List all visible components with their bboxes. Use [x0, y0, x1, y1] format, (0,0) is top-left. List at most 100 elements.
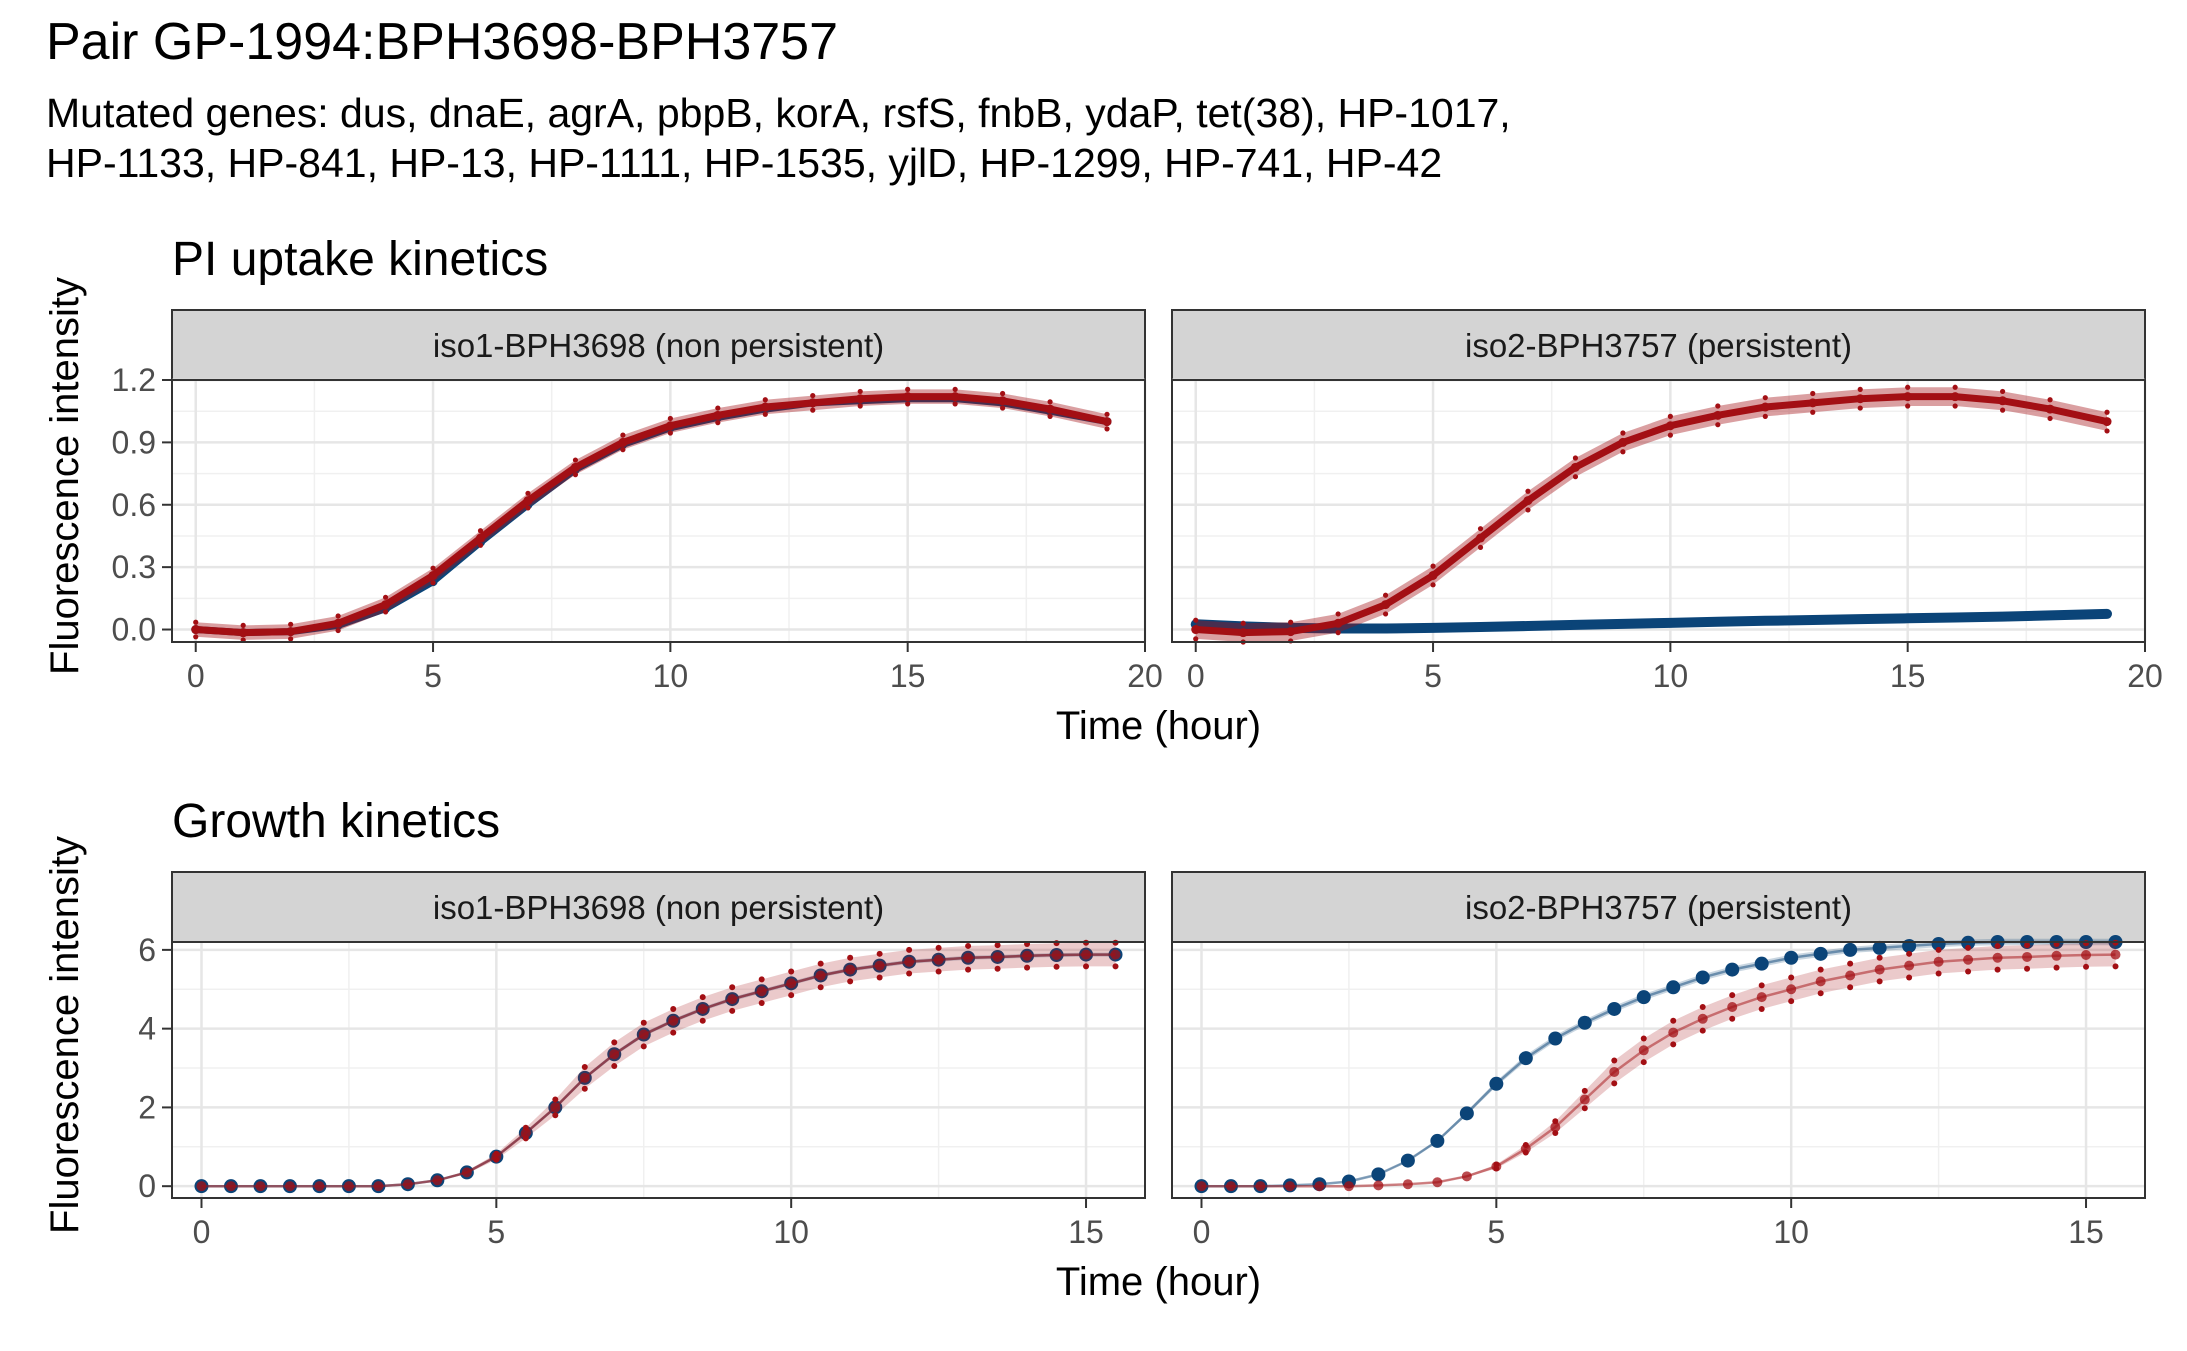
mean-point: [196, 1181, 207, 1192]
replicate-point: [729, 1007, 736, 1014]
mean-point: [1931, 936, 1946, 951]
replicate-point: [906, 970, 913, 977]
band-edge-point: [857, 388, 863, 395]
x-tick-label: 10: [1653, 658, 1689, 694]
mean-point: [2022, 951, 2033, 962]
band-edge-point: [1952, 384, 1958, 390]
band-edge-point: [762, 411, 768, 417]
y-axis-label: Fluorescence intensity: [43, 836, 87, 1234]
plot-background: [1172, 380, 2145, 642]
mean-point: [1609, 1066, 1620, 1077]
mean-point: [1756, 992, 1767, 1003]
replicate-point: [1024, 964, 1031, 971]
data-point: [1950, 612, 1960, 622]
mean-point: [786, 978, 797, 989]
data-point: [1476, 533, 1486, 543]
replicate-point: [670, 1005, 677, 1012]
replicate-point: [1817, 966, 1824, 973]
mean-point: [1110, 949, 1121, 960]
band-edge-point: [1288, 619, 1294, 625]
replicate-point: [1699, 1003, 1706, 1010]
mean-point: [933, 954, 944, 965]
mean-point: [1373, 1180, 1384, 1191]
band-edge-point: [952, 386, 958, 392]
mean-point: [1786, 984, 1797, 995]
data-point: [476, 533, 486, 543]
band-edge-point: [1762, 413, 1768, 419]
band-edge-point: [1193, 617, 1199, 623]
band-edge-point: [1104, 426, 1110, 432]
band-edge-point: [620, 432, 626, 438]
panel-1: iso1-BPH3698 (non persistent) 0 5 10 15 0 2 4 6: [138, 871, 1146, 1250]
panel-2: iso2-BPH3757 (persistent) 0 5 10 15 20: [1171, 309, 2163, 694]
facet-strip-label: iso2-BPH3757 (persistent): [1465, 327, 1852, 364]
mean-point: [1872, 940, 1887, 955]
x-tick-label: 20: [1127, 658, 1163, 694]
y-tick-label: 0.6: [112, 487, 156, 523]
replicate-point: [2024, 942, 2031, 949]
data-point: [1903, 613, 1913, 623]
mean-point: [815, 970, 826, 981]
band-edge-point: [1335, 630, 1341, 636]
replicate-point: [1847, 960, 1854, 967]
band-edge-point: [572, 457, 579, 463]
band-edge-point: [193, 619, 199, 625]
x-tick-label: 0: [187, 658, 205, 694]
replicate-point: [994, 965, 1001, 972]
replicate-point: [699, 1017, 706, 1024]
replicate-point: [1581, 1087, 1588, 1094]
band-edge-point: [1667, 413, 1673, 419]
series-line: [192, 393, 1111, 637]
replicate-point: [847, 978, 854, 985]
mean-point: [697, 1003, 708, 1014]
band-edge-point: [1047, 413, 1053, 419]
y-tick-label: 1.2: [112, 362, 156, 398]
data-point: [191, 625, 201, 635]
mean-point: [1843, 942, 1858, 957]
band-edge-point: [1104, 411, 1110, 417]
data-point: [1381, 600, 1391, 610]
mean-point: [1577, 1015, 1592, 1030]
series-blue: [1190, 608, 2112, 634]
mean-point: [520, 1128, 531, 1139]
series-red: [191, 386, 1112, 643]
x-tick-label: 10: [653, 658, 689, 694]
mean-point: [845, 964, 856, 975]
band-edge-point: [382, 609, 389, 615]
band-edge-point: [1525, 507, 1531, 513]
band-edge-point: [2104, 428, 2110, 434]
mean-point: [727, 994, 738, 1005]
band-edge-point: [715, 420, 721, 426]
data-point: [1618, 619, 1628, 629]
mean-point: [461, 1167, 472, 1178]
replicate-point: [788, 968, 795, 975]
band-edge-point: [1810, 390, 1816, 397]
band-edge-point: [1905, 384, 1911, 390]
mean-point: [579, 1072, 590, 1083]
plot-background: [172, 380, 1145, 642]
series-band: [1201, 942, 2116, 1187]
band-edge-point: [1762, 395, 1768, 401]
x-tick-label: 15: [1890, 658, 1926, 694]
mean-point: [1196, 1181, 1207, 1192]
band-edge-point: [1047, 399, 1053, 405]
data-point: [855, 394, 865, 404]
mean-point: [1400, 1153, 1415, 1168]
band-edge-point: [905, 401, 911, 407]
band-edge-point: [1620, 449, 1626, 455]
band-edge-point: [2047, 397, 2053, 403]
band-edge-point: [1193, 636, 1199, 642]
band-edge-point: [335, 613, 341, 619]
mean-point: [373, 1181, 384, 1192]
mean-point: [1992, 952, 2003, 963]
data-point: [808, 398, 818, 408]
mean-point: [1371, 1167, 1386, 1182]
band-edge-point: [430, 565, 436, 571]
data-point: [1428, 570, 1438, 580]
data-point: [665, 421, 675, 431]
band-edge-point: [810, 392, 816, 399]
panel-1: iso1-BPH3698 (non persistent) 0 5 10 15 20 0.0…: [112, 309, 1163, 694]
mean-point: [1051, 949, 1062, 960]
replicate-point: [2024, 965, 2031, 972]
data-point: [2102, 609, 2112, 619]
